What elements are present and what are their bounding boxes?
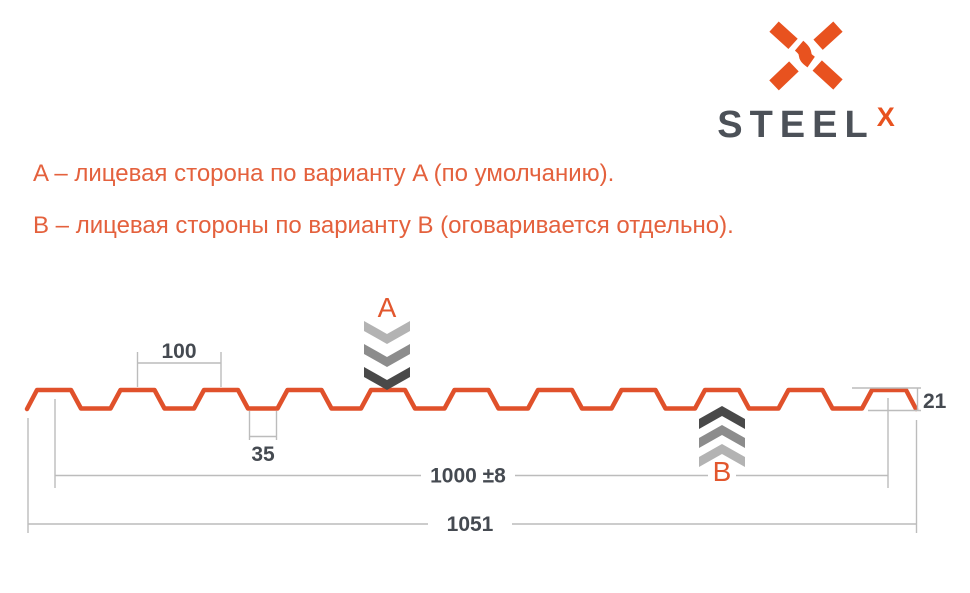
brand-wordmark: STEELX: [717, 104, 894, 146]
chevron-down-icon: [364, 321, 410, 344]
logo-arm-bottom-left: [769, 61, 799, 91]
brand-name: STEEL: [717, 104, 875, 146]
brand-logo: STEELX: [700, 18, 912, 144]
chevron-up-icon: [699, 444, 745, 467]
chevron-up-icon: [699, 406, 745, 429]
dim-overall-width-value: 1051: [447, 513, 494, 536]
marker-side-a: A: [364, 292, 410, 390]
dim-rib-pitch: 100: [136, 340, 222, 387]
logo-arm-bottom-right: [812, 60, 843, 90]
profile-sheet-outline: [24, 387, 919, 412]
dim-useful-width: 1000 ±8: [54, 398, 889, 488]
dim-profile-height-value: 21: [923, 390, 947, 413]
logo-arm-top-left: [769, 21, 798, 50]
logo-s-curve: [794, 40, 816, 68]
dim-overall-width: 1051: [27, 418, 918, 536]
marker-b-letter: B: [713, 456, 732, 487]
logo-arm-top-right: [813, 21, 843, 50]
chevron-up-icon: [699, 425, 745, 448]
dim-useful-width-value: 1000 ±8: [430, 465, 506, 488]
note-variant-a: A – лицевая сторона по варианту A (по ум…: [33, 160, 615, 187]
marker-side-b: B: [699, 406, 745, 487]
dim-rib-base-value: 35: [251, 443, 275, 466]
chevron-down-icon: [364, 367, 410, 390]
brand-suffix: X: [876, 102, 895, 132]
marker-a-letter: A: [378, 292, 397, 323]
dim-profile-height: 21: [852, 387, 947, 413]
chevron-down-icon: [364, 344, 410, 367]
note-variant-b: B – лицевая стороны по варианту B (огова…: [33, 212, 734, 239]
dim-rib-pitch-value: 100: [161, 340, 196, 363]
dim-rib-base: 35: [248, 411, 278, 466]
brand-x-icon: [769, 21, 843, 91]
